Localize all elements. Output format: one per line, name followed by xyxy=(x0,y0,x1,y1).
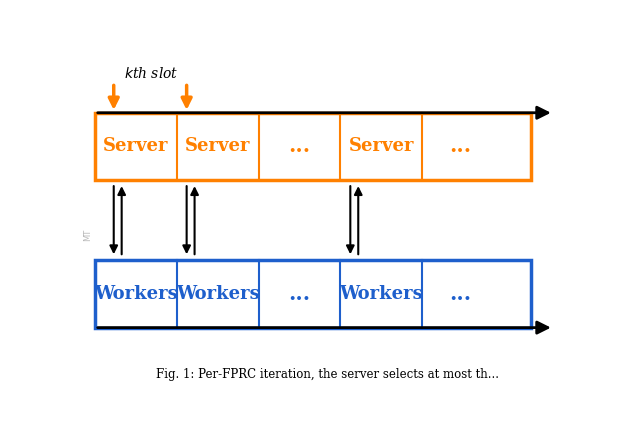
Bar xyxy=(95,113,531,180)
Text: Workers: Workers xyxy=(176,285,259,303)
Text: ...: ... xyxy=(289,284,310,304)
Text: Server: Server xyxy=(349,137,414,155)
Text: $k$th slot: $k$th slot xyxy=(124,66,178,81)
Text: Workers: Workers xyxy=(94,285,178,303)
Bar xyxy=(95,260,531,327)
Text: ...: ... xyxy=(289,136,310,157)
Text: Fig. 1: Per-FPRC iteration, the server selects at most th...: Fig. 1: Per-FPRC iteration, the server s… xyxy=(157,368,499,381)
Text: Server: Server xyxy=(185,137,250,155)
Text: Workers: Workers xyxy=(339,285,423,303)
Text: ...: ... xyxy=(450,284,472,304)
Text: ...: ... xyxy=(450,136,472,157)
Text: Server: Server xyxy=(103,137,168,155)
Text: MT: MT xyxy=(83,229,92,242)
